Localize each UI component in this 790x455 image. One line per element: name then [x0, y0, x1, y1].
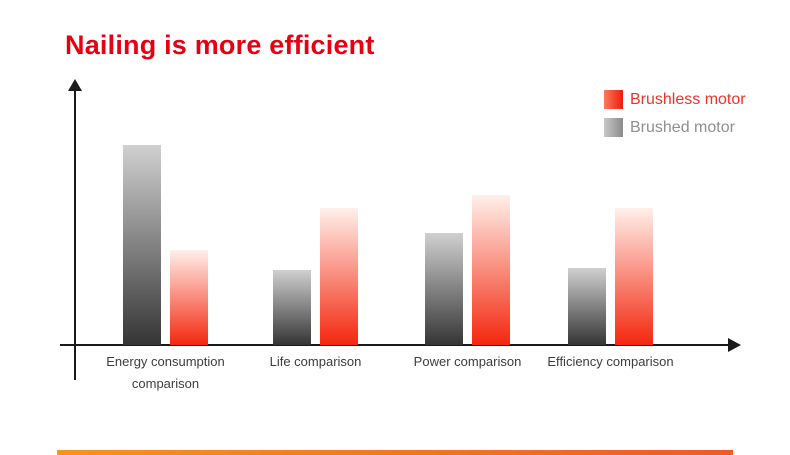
y-axis	[74, 90, 76, 380]
footer-accent-bar	[57, 450, 733, 455]
category-label-4: Efficiency comparison	[547, 354, 674, 369]
x-axis-arrow-icon	[728, 338, 741, 352]
brushed-motor-swatch-icon	[604, 118, 623, 137]
x-axis	[60, 344, 730, 346]
legend-item-brushless: Brushless motor	[604, 90, 746, 109]
bar-brushless-motor	[615, 207, 653, 345]
bar-group-3	[425, 195, 510, 345]
category-label-2: Life comparison	[269, 354, 362, 369]
bar-brushed-motor	[568, 267, 606, 345]
page-title: Nailing is more efficient	[65, 30, 375, 60]
category-label-3: Power comparison	[413, 354, 522, 369]
legend: Brushless motor Brushed motor	[604, 90, 746, 146]
bar-brushless-motor	[472, 195, 510, 345]
y-axis-arrow-icon	[68, 79, 82, 91]
bar-group-1	[123, 145, 208, 345]
bar-brushed-motor	[273, 270, 311, 345]
bar-brushless-motor	[170, 250, 208, 345]
legend-label-brushed: Brushed motor	[630, 118, 735, 136]
legend-item-brushed: Brushed motor	[604, 118, 746, 137]
bar-brushless-motor	[320, 207, 358, 345]
category-label-1: Energy consumption comparison	[106, 354, 225, 392]
bar-group-4	[568, 207, 653, 345]
legend-label-brushless: Brushless motor	[630, 90, 746, 108]
bar-brushed-motor	[123, 145, 161, 345]
brushless-motor-swatch-icon	[604, 90, 623, 109]
bar-group-2	[273, 207, 358, 345]
bar-brushed-motor	[425, 232, 463, 345]
